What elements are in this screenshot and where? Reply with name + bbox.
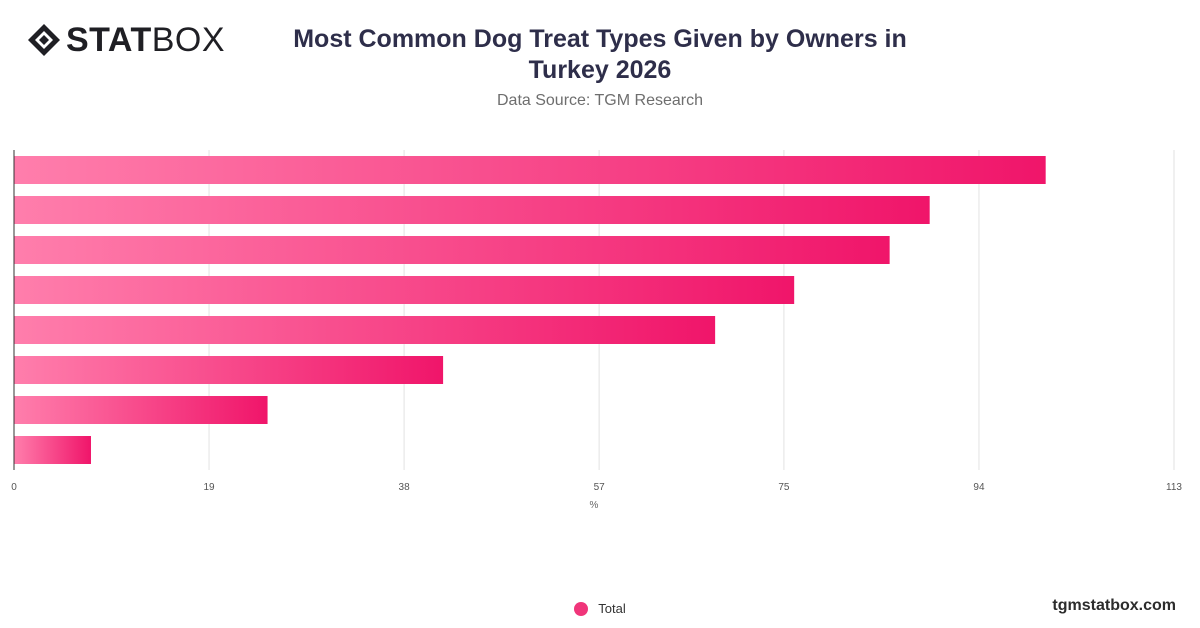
x-tick-label: 57 (594, 482, 606, 493)
x-tick-label: 113 (1166, 482, 1182, 493)
x-tick-label: 38 (399, 482, 411, 493)
logo-text-light: BOX (151, 21, 226, 59)
legend-label-total: Total (598, 601, 626, 616)
chart-legend: Total (0, 601, 1200, 616)
x-tick-label: 0 (11, 482, 17, 493)
bar-3[interactable] (14, 236, 890, 264)
chart-title: Most Common Dog Treat Types Given by Own… (293, 25, 907, 84)
chart-bars (14, 156, 1046, 464)
logo-wordmark: STATBOX (66, 23, 225, 57)
bar-4[interactable] (14, 276, 795, 304)
legend-swatch (574, 601, 589, 616)
diamond-logo-icon (28, 24, 60, 56)
watermark: tgmstatbox.com (1052, 597, 1176, 614)
bar-5[interactable] (14, 316, 716, 344)
x-axis-tick-labels: 0 19 38 57 75 94 113 (11, 482, 1182, 493)
bar-2[interactable] (14, 196, 930, 224)
x-axis-label: % (590, 500, 599, 511)
x-tick-label: 94 (973, 482, 985, 493)
statbox-logo: STATBOX (26, 20, 225, 60)
x-tick-label: 75 (778, 482, 790, 493)
bar-6[interactable] (14, 356, 444, 384)
bar-7[interactable] (14, 396, 268, 424)
bar-8[interactable] (14, 436, 91, 464)
bar-1[interactable] (14, 156, 1046, 184)
logo-text-bold: STAT (66, 21, 152, 59)
chart-subtitle: Data Source: TGM Research (496, 92, 703, 109)
x-tick-label: 19 (203, 482, 215, 493)
